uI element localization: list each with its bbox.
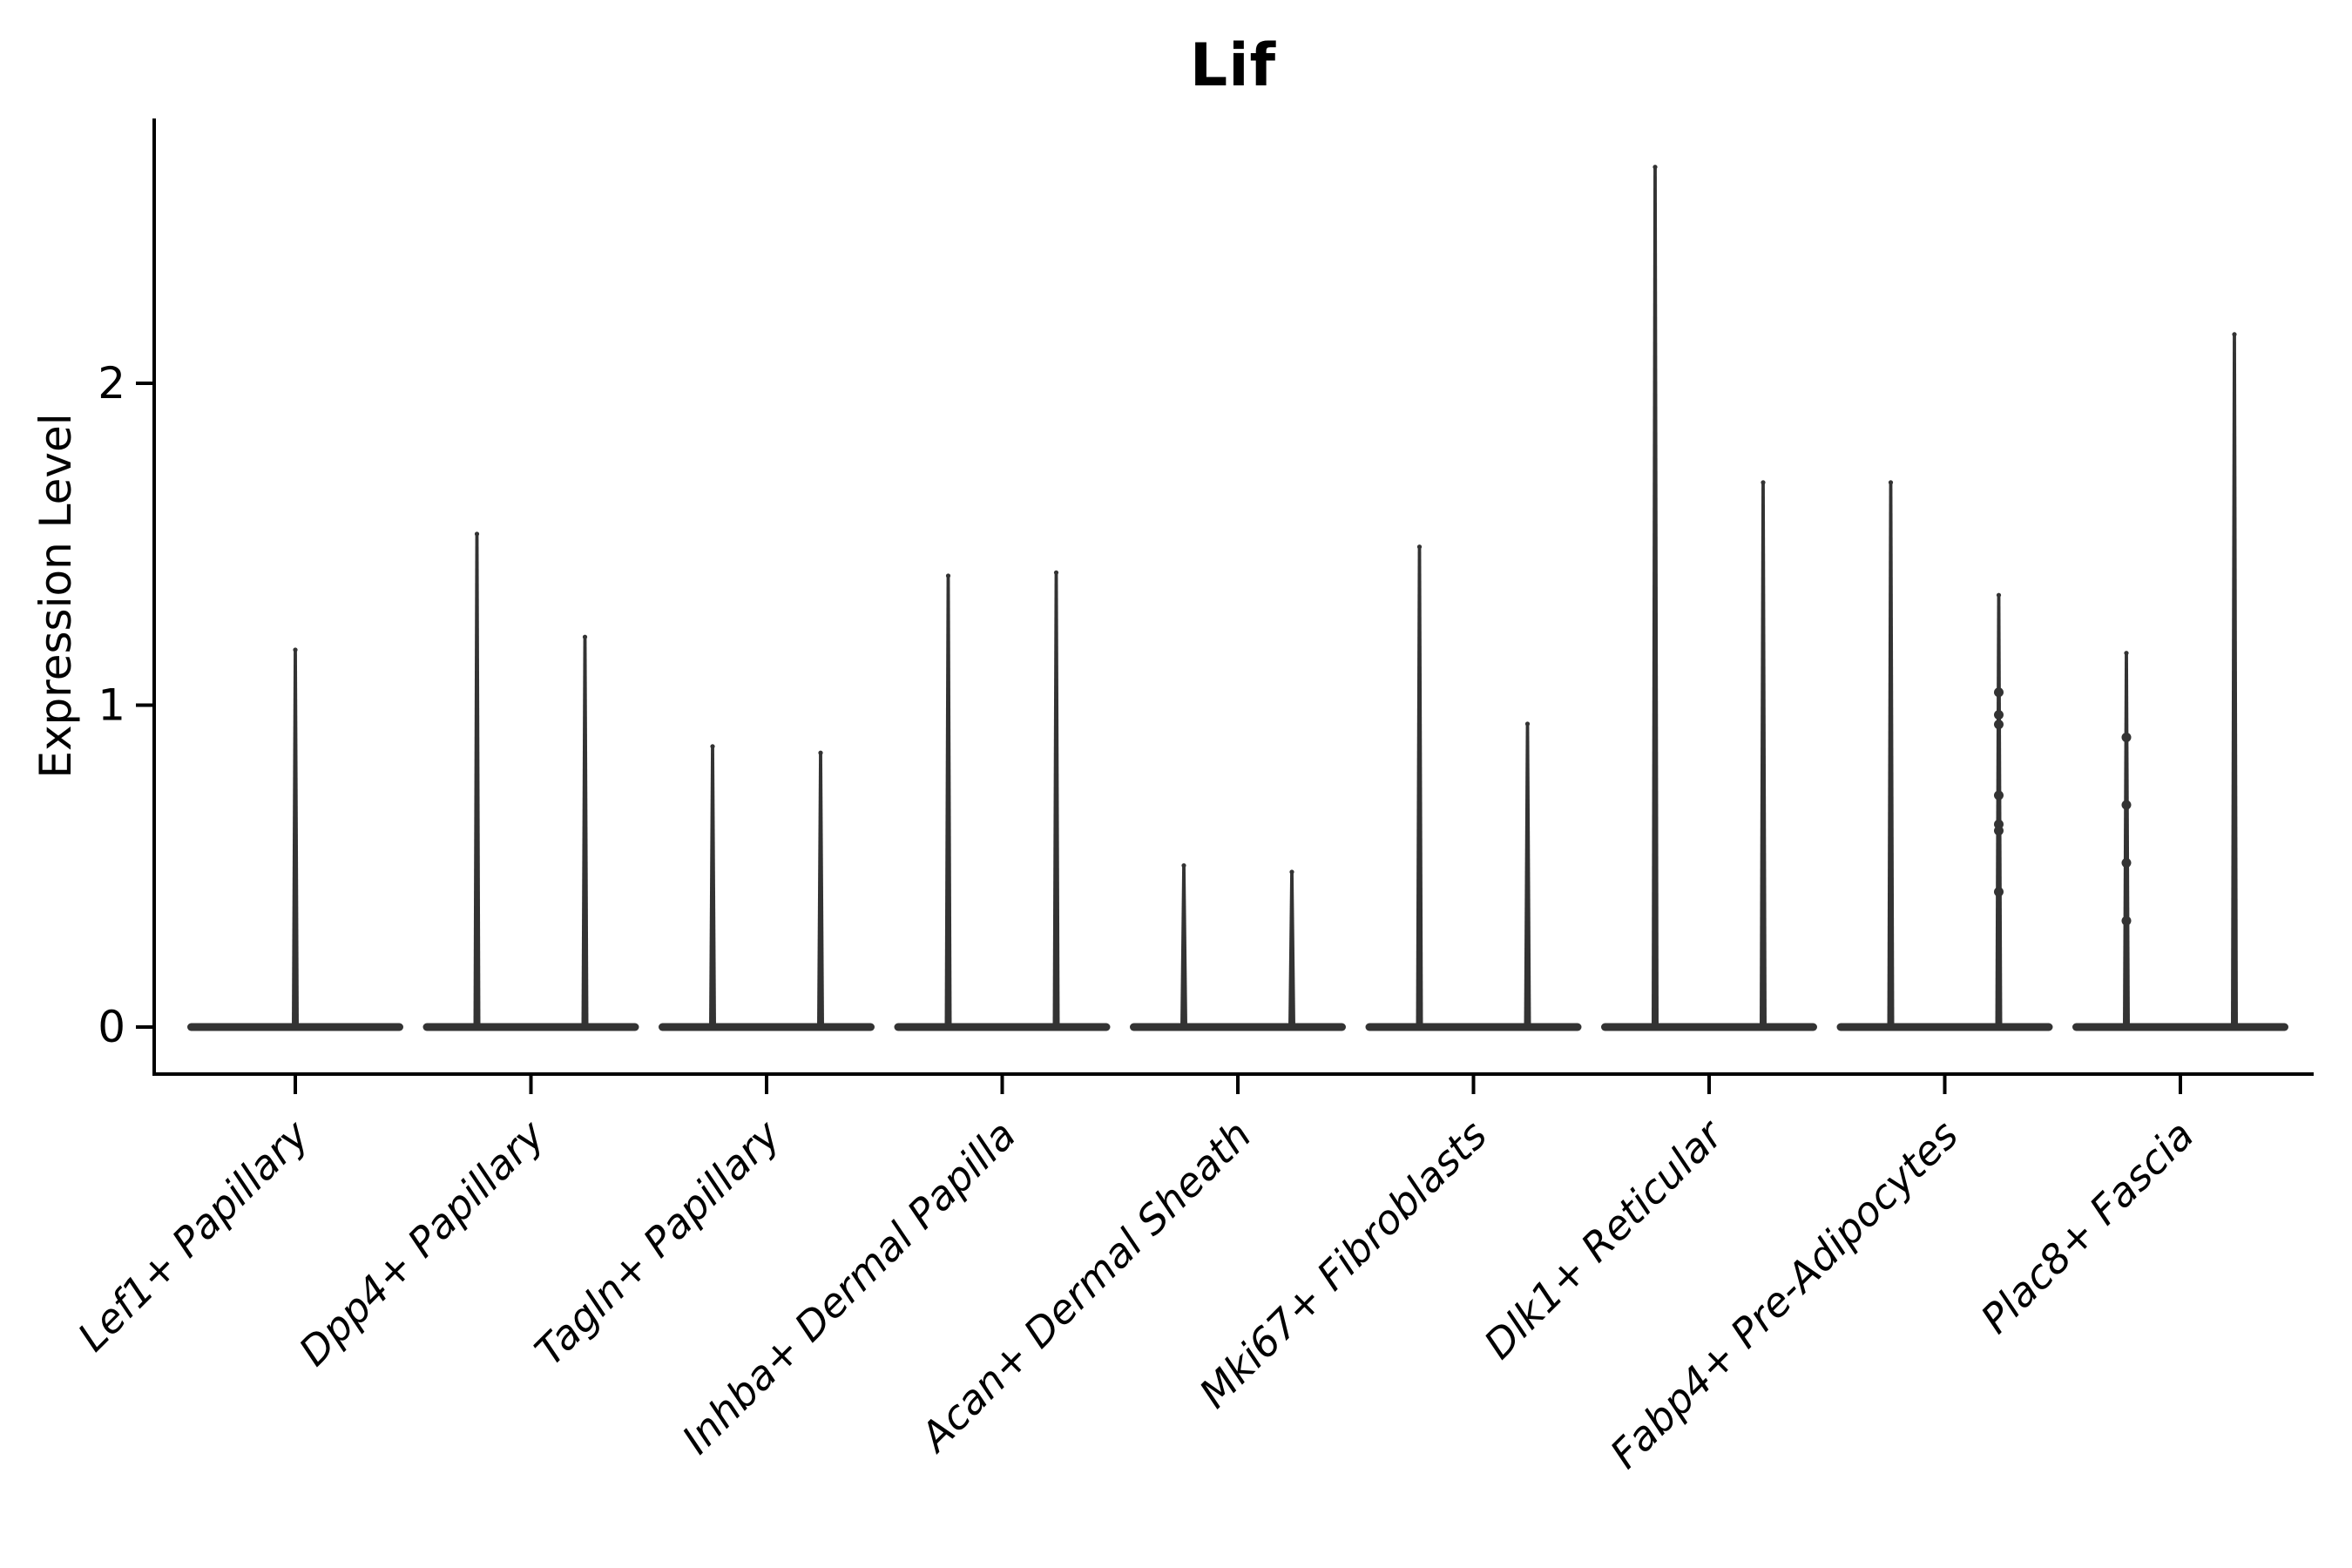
violin-tail-spike [2123,652,2130,1027]
violin-zero-density-base [894,1023,1111,1031]
violin-tail-spike [1180,865,1187,1027]
x-tick-label: Lef1+ Papillary [69,1111,318,1360]
violin-tail-spike [1052,572,1060,1027]
violin-zero-density-base [659,1023,875,1031]
violin-tail-tip [1416,544,1423,550]
jitter-dot [1994,687,2004,698]
violin-tail-tip [474,531,480,537]
violin-tail-tip [2124,651,2129,656]
violin-zero-density-base [1365,1023,1582,1031]
jitter-dot [1994,720,2004,730]
violin-tail-tip [2232,332,2237,337]
violin-tail-tip [582,634,588,639]
violin-zero-density-base [1130,1023,1346,1031]
violin-zero-density-base [1601,1023,1817,1031]
violin-tail-spike [292,649,299,1027]
violin-tail-tip [1289,869,1294,875]
x-tick-label: Dpp4+ Papillary [290,1111,554,1375]
jitter-dot [1994,826,2004,836]
jitter-dot [2121,858,2132,868]
violin-tail-tip [1181,862,1186,868]
violin-tail-tip [1053,570,1059,575]
violin-tail-tip [293,647,298,652]
violin-tail-tip [818,750,823,755]
violin-tail-spike [817,753,824,1027]
jitter-dot [2121,800,2132,810]
violin-zero-density-base [422,1023,639,1031]
y-tick-label: 0 [98,1002,125,1052]
violin-tail-tip [1761,480,1766,485]
violin-tail-tip [1524,721,1531,727]
violin-tail-tip [1996,592,2002,598]
chart-title: Lif [1189,31,1277,100]
violin-tail-spike [2231,334,2238,1027]
violin-tail-spike [944,576,952,1027]
violin-tail-spike [1416,546,1423,1027]
violin-tail-spike [1887,482,1895,1027]
violin-tail-tip [945,573,951,578]
violin-tail-spike [1524,723,1531,1027]
violin-tail-spike [1995,595,2003,1027]
jitter-dot [1994,710,2004,720]
jitter-dot [1994,790,2004,801]
x-tick-label: Tagln+ Papillary [525,1111,789,1375]
x-tick-label: Plac8+ Fascia [1971,1112,2202,1342]
violin-tail-spike [1288,871,1295,1027]
violin-zero-density-base [1836,1023,2053,1031]
jitter-dot [2121,916,2132,926]
violin-tail-spike [1652,166,1659,1028]
jitter-dot [1994,887,2004,897]
jitter-dot [2121,732,2132,742]
y-tick-label: 1 [98,680,125,731]
violin-tail-spike [473,533,481,1027]
x-tick-label: Dlk1+ Reticular [1475,1109,1734,1368]
violin-zero-density-base [2072,1023,2288,1031]
violin-tail-tip [1652,165,1658,170]
violin-tail-spike [581,637,589,1027]
violin-tail-spike [709,746,716,1027]
violin-tail-tip [710,744,715,749]
violin-tail-tip [1888,480,1894,485]
y-tick-label: 2 [98,358,125,409]
violin-tail-spike [1760,482,1767,1027]
